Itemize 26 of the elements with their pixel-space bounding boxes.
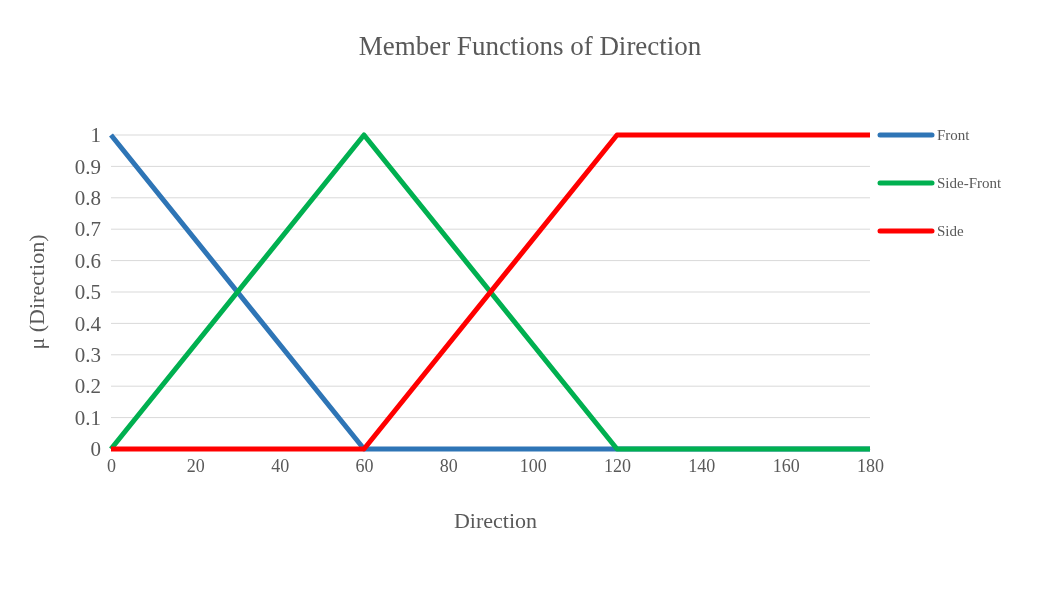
x-axis-title: Direction — [453, 508, 538, 533]
y-tick-label: 0.4 — [74, 311, 102, 336]
y-tick-label: 0.5 — [74, 280, 101, 305]
x-tick-label: 40 — [271, 455, 290, 476]
x-tick-label: 180 — [857, 455, 884, 476]
legend-label: Front — [937, 127, 971, 143]
y-axis-title: μ (Direction) — [24, 234, 49, 350]
x-tick-label: 0 — [107, 455, 116, 476]
chart-title: Member Functions of Direction — [358, 31, 702, 61]
x-tick-label: 60 — [355, 455, 374, 476]
x-tick-label: 20 — [186, 455, 205, 476]
y-tick-label: 0.2 — [74, 374, 101, 399]
y-tick-label: 1 — [90, 123, 101, 148]
y-tick-label: 0.9 — [74, 154, 101, 179]
y-tick-label: 0.3 — [74, 343, 101, 368]
y-tick-label: 0.7 — [74, 217, 101, 242]
y-tick-label: 0.1 — [74, 405, 101, 430]
x-tick-label: 100 — [519, 455, 547, 476]
x-tick-label: 120 — [604, 455, 631, 476]
x-tick-label: 80 — [439, 455, 458, 476]
y-tick-label: 0.8 — [74, 186, 101, 211]
x-tick-label: 140 — [688, 455, 716, 476]
x-tick-label: 160 — [772, 455, 800, 476]
legend-label: Side-Front — [937, 175, 1002, 191]
y-tick-label: 0.6 — [74, 248, 101, 273]
legend-label: Side — [937, 223, 965, 239]
